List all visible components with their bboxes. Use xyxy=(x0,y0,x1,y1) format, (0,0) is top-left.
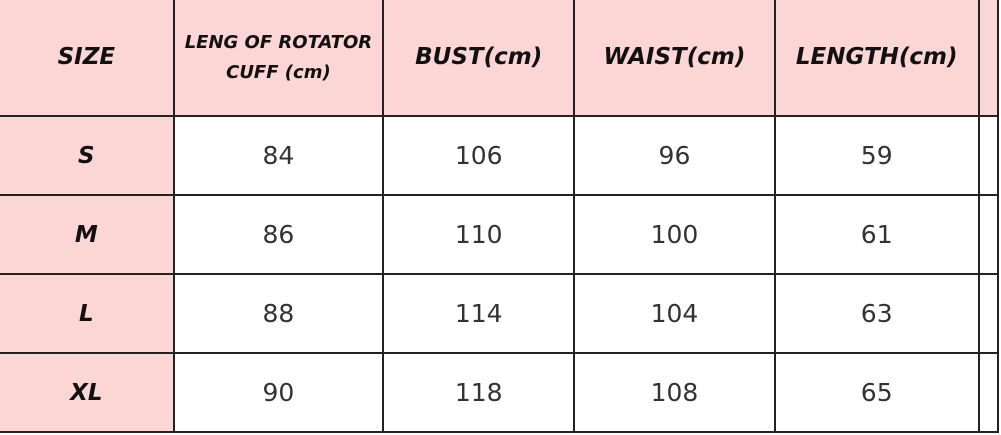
cell-bust: 110 xyxy=(382,194,576,275)
header-size: SIZE xyxy=(0,0,175,117)
cell-size: XL xyxy=(0,352,175,433)
cell-rotator-cuff: 88 xyxy=(172,273,385,354)
cell-rotator-cuff: 86 xyxy=(172,194,385,275)
table-row: L 88 114 104 63 xyxy=(0,273,1000,354)
cell-bust: 118 xyxy=(382,352,576,433)
cell-waist: 108 xyxy=(573,352,776,433)
header-bust: BUST(cm) xyxy=(382,0,576,117)
cell-bust: 106 xyxy=(382,115,576,196)
table-row: S 84 106 96 59 xyxy=(0,115,1000,196)
cell-waist: 104 xyxy=(573,273,776,354)
header-rotator-cuff: LENG OF ROTATOR CUFF (cm) xyxy=(172,0,385,117)
header-extra xyxy=(977,0,1000,117)
cell-waist: 96 xyxy=(573,115,776,196)
header-row: SIZE LENG OF ROTATOR CUFF (cm) BUST(cm) … xyxy=(0,0,1000,117)
cell-length: 63 xyxy=(773,273,980,354)
cell-length: 59 xyxy=(773,115,980,196)
cell-bust: 114 xyxy=(382,273,576,354)
cell-rotator-cuff: 84 xyxy=(172,115,385,196)
cell-extra xyxy=(977,194,1000,275)
cell-rotator-cuff: 90 xyxy=(172,352,385,433)
cell-size: M xyxy=(0,194,175,275)
header-waist: WAIST(cm) xyxy=(573,0,776,117)
cell-length: 61 xyxy=(773,194,980,275)
cell-extra xyxy=(977,273,1000,354)
cell-length: 65 xyxy=(773,352,980,433)
cell-extra xyxy=(977,352,1000,433)
table-row: XL 90 118 108 65 xyxy=(0,352,1000,433)
cell-waist: 100 xyxy=(573,194,776,275)
cell-extra xyxy=(977,115,1000,196)
cell-size: L xyxy=(0,273,175,354)
cell-size: S xyxy=(0,115,175,196)
header-length: LENGTH(cm) xyxy=(773,0,980,117)
table-row: M 86 110 100 61 xyxy=(0,194,1000,275)
